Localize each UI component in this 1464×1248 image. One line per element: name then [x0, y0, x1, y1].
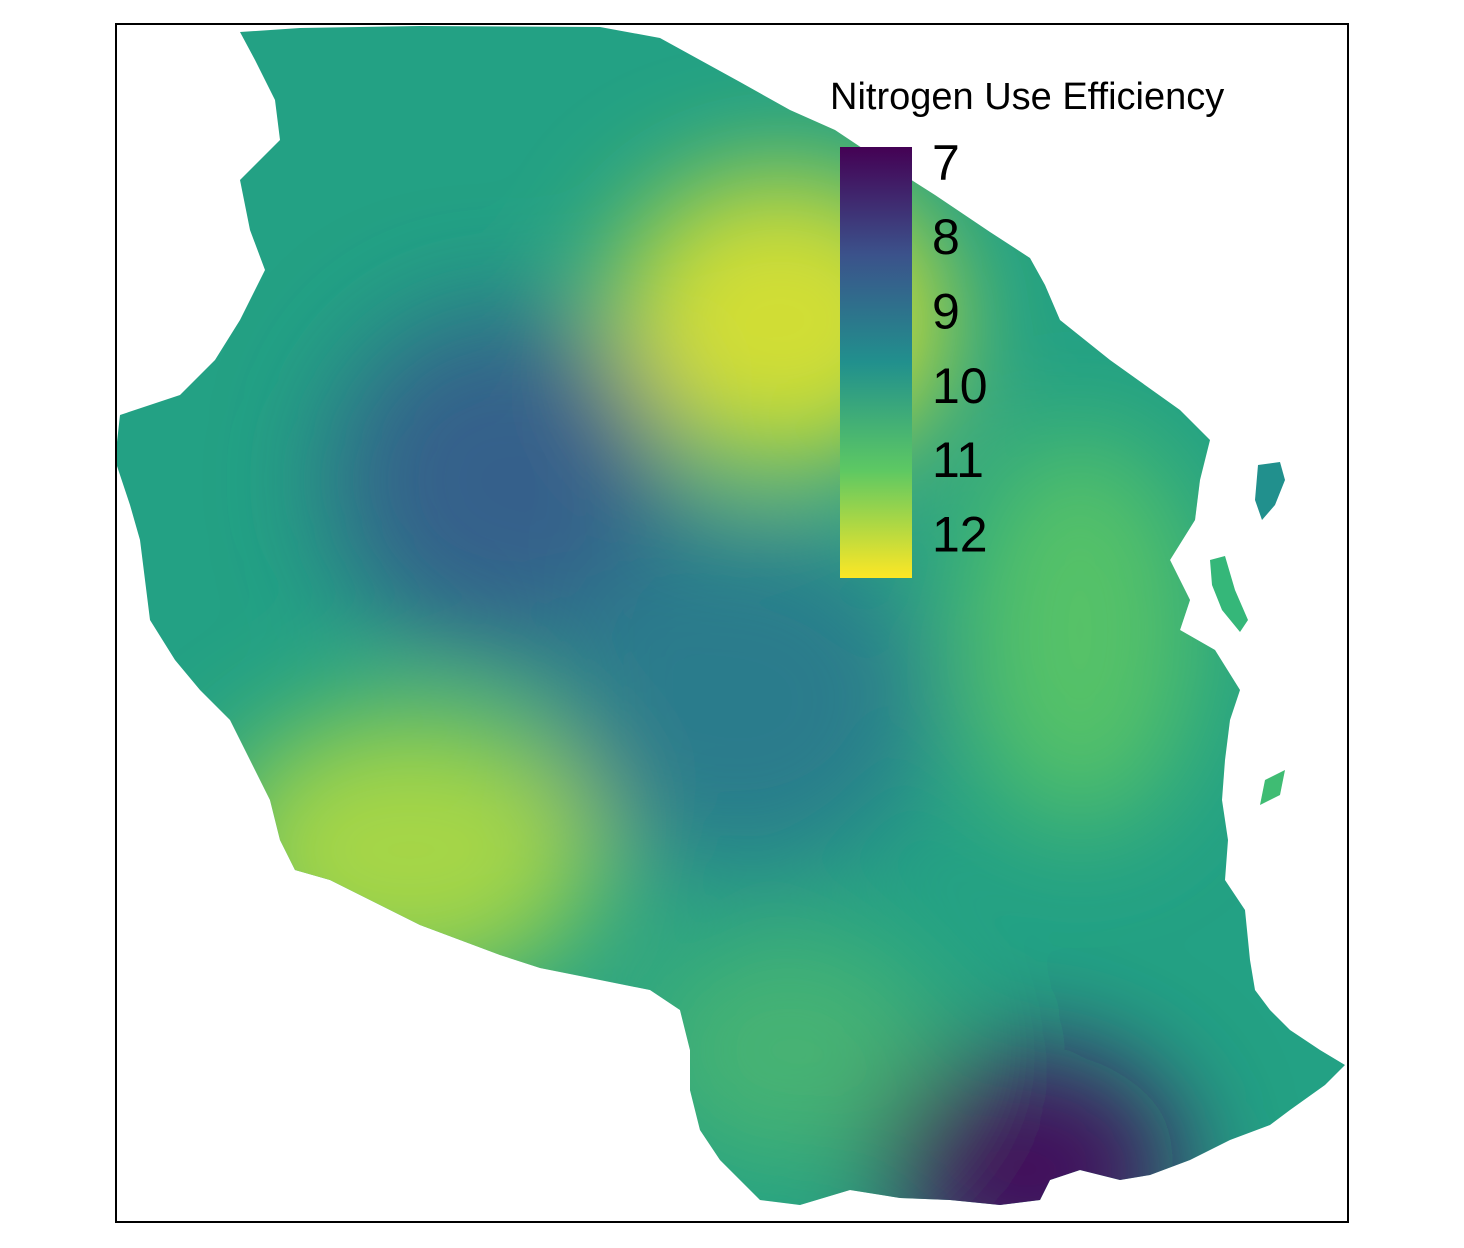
hotspot-center-low — [550, 530, 930, 870]
legend-tick-label: 12 — [932, 506, 988, 562]
legend-ticks: 7 8 9 10 11 12 — [932, 135, 988, 563]
hotspot-southeast-very-low — [880, 1050, 1180, 1205]
legend-colorbar — [840, 147, 912, 578]
island-zanzibar — [1210, 556, 1248, 632]
legend: Nitrogen Use Efficiency 7 8 9 10 11 12 — [830, 76, 1224, 578]
island-mafia — [1260, 770, 1285, 805]
island-pemba — [1255, 462, 1285, 520]
hotspot-west-center-low — [330, 310, 670, 650]
legend-tick-label: 8 — [932, 209, 960, 265]
islands — [1210, 462, 1285, 805]
hotspot-southwest-high — [220, 710, 600, 990]
legend-tick-label: 7 — [932, 135, 960, 191]
legend-tick-label: 9 — [932, 283, 960, 339]
hotspot-south-center-mid — [640, 930, 940, 1170]
hotspot-east-coast-high — [960, 430, 1200, 830]
nue-raster — [115, 26, 1345, 1205]
panel-border — [115, 23, 1349, 1223]
legend-tick-label: 10 — [932, 358, 988, 414]
legend-title: Nitrogen Use Efficiency — [830, 76, 1224, 118]
legend-tick-label: 11 — [932, 432, 984, 488]
